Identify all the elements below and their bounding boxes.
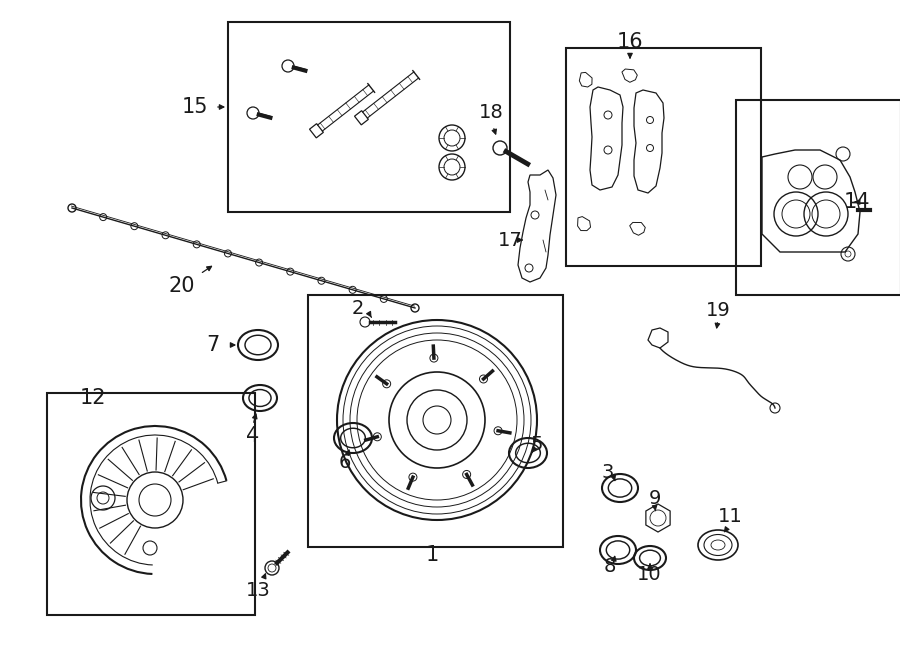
Text: 17: 17 (498, 231, 522, 249)
Text: 5: 5 (531, 436, 544, 455)
Text: 10: 10 (636, 566, 662, 584)
Text: 15: 15 (182, 97, 208, 117)
Text: 12: 12 (80, 388, 106, 408)
Bar (308, 295, 563, 547)
Text: 11: 11 (717, 508, 742, 527)
Bar (47, 393, 255, 615)
Text: 20: 20 (169, 276, 195, 296)
Text: 16: 16 (616, 32, 643, 52)
Text: 1: 1 (426, 545, 438, 565)
Text: 9: 9 (649, 488, 662, 508)
Text: 2: 2 (352, 299, 365, 317)
Text: 6: 6 (338, 453, 351, 471)
Text: 4: 4 (247, 426, 259, 446)
Text: 13: 13 (246, 582, 270, 600)
Text: 8: 8 (604, 557, 617, 576)
Text: 7: 7 (206, 335, 220, 355)
Bar (228, 22, 510, 212)
Bar (736, 100, 900, 295)
Text: 18: 18 (479, 102, 503, 122)
Text: 14: 14 (844, 192, 870, 212)
Bar (566, 48, 761, 266)
Text: 3: 3 (602, 463, 614, 481)
Text: 19: 19 (706, 301, 731, 319)
